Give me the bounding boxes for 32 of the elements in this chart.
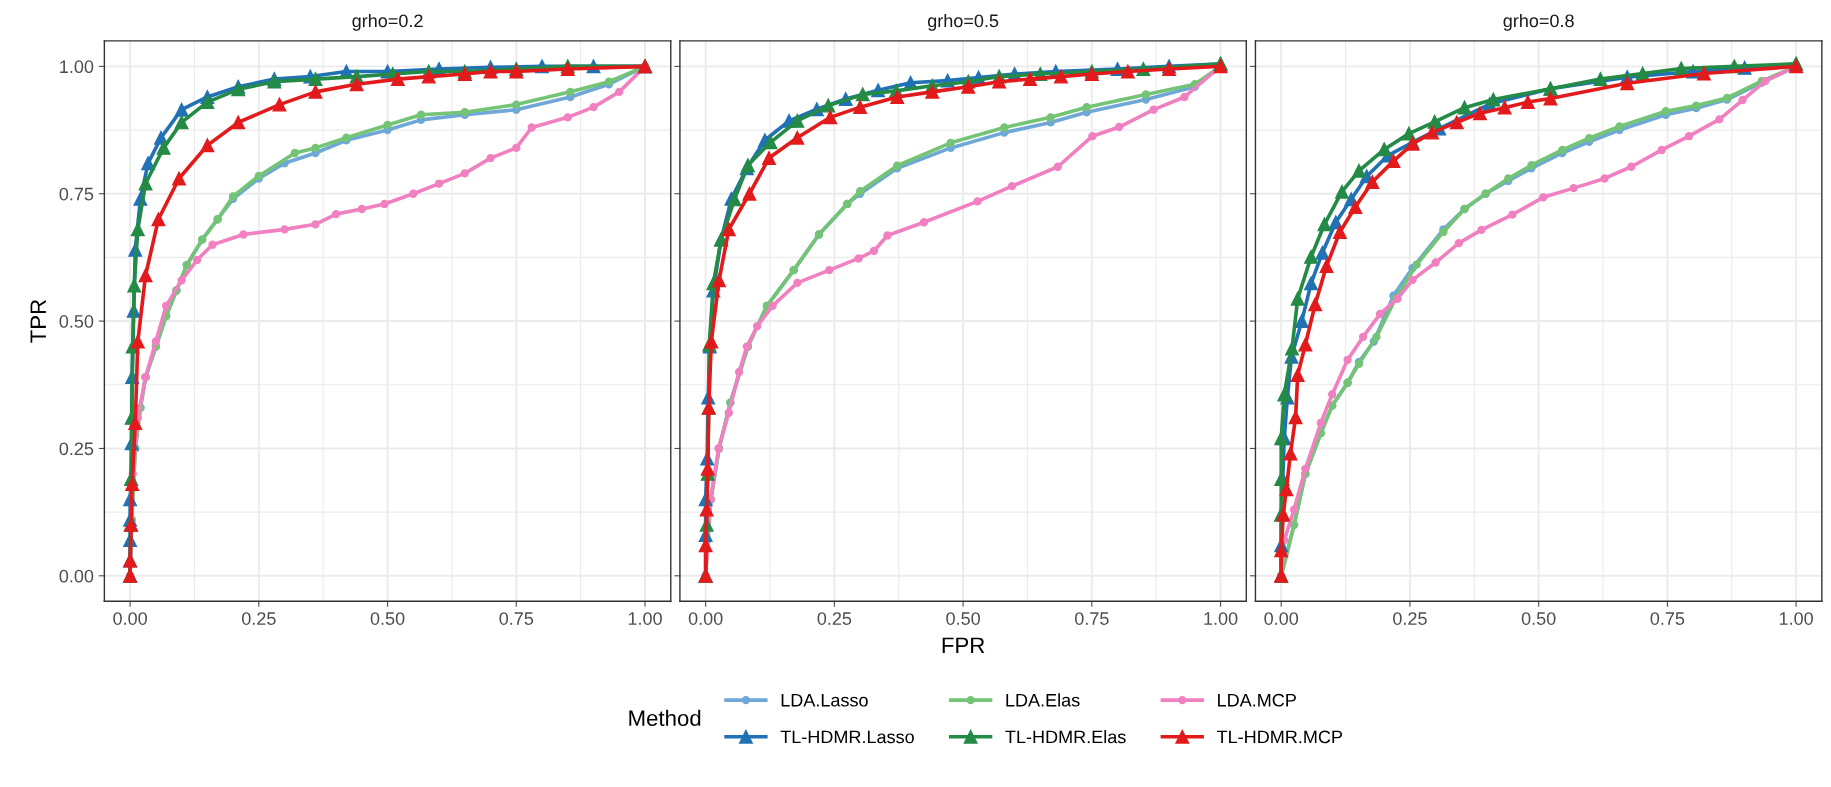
legend-label: LDA.Lasso [781, 694, 868, 707]
y-tick-label: 0.75 [59, 187, 94, 201]
y-tick-label: 0.50 [59, 315, 94, 328]
legend-label: TL-HDMR.Elas [1005, 730, 1126, 744]
chart-title: grho=0.2 [352, 13, 423, 31]
x-axis-title: FPR [942, 637, 985, 653]
x-tick-label: 1.00 [628, 612, 662, 625]
x-tick-label: 0.50 [946, 612, 980, 625]
x-tick-label: 0.00 [113, 612, 147, 625]
x-tick-label: 0.25 [241, 612, 276, 625]
x-tick-label: 0.00 [688, 612, 723, 625]
x-tick-label: 1.00 [1204, 612, 1238, 625]
x-tick-label: 0.25 [817, 612, 852, 625]
chart-title: grho=0.5 [927, 13, 999, 31]
legend-label: LDA.Elas [1006, 693, 1080, 707]
x-tick-label: 0.25 [1393, 612, 1427, 625]
chart-title: grho=0.8 [1503, 13, 1574, 31]
x-tick-label: 1.00 [1779, 612, 1813, 625]
x-tick-label: 0.75 [1650, 612, 1685, 625]
legend-label: LDA.MCP [1218, 693, 1296, 707]
legend-title: Method [629, 709, 701, 727]
x-tick-label: 0.50 [370, 612, 405, 625]
y-tick-label: 0.00 [59, 569, 94, 583]
y-axis-title: TPR [30, 299, 46, 343]
x-tick-label: 0.75 [1074, 612, 1109, 625]
y-tick-label: 1.00 [60, 60, 94, 74]
x-tick-label: 0.50 [1521, 612, 1556, 625]
legend-label: TL-HDMR.MCP [1217, 730, 1343, 744]
y-tick-label: 0.25 [59, 442, 94, 456]
x-tick-label: 0.00 [1264, 612, 1299, 625]
x-tick-label: 0.75 [499, 612, 534, 625]
legend-label: TL-HDMR.Lasso [780, 730, 914, 744]
